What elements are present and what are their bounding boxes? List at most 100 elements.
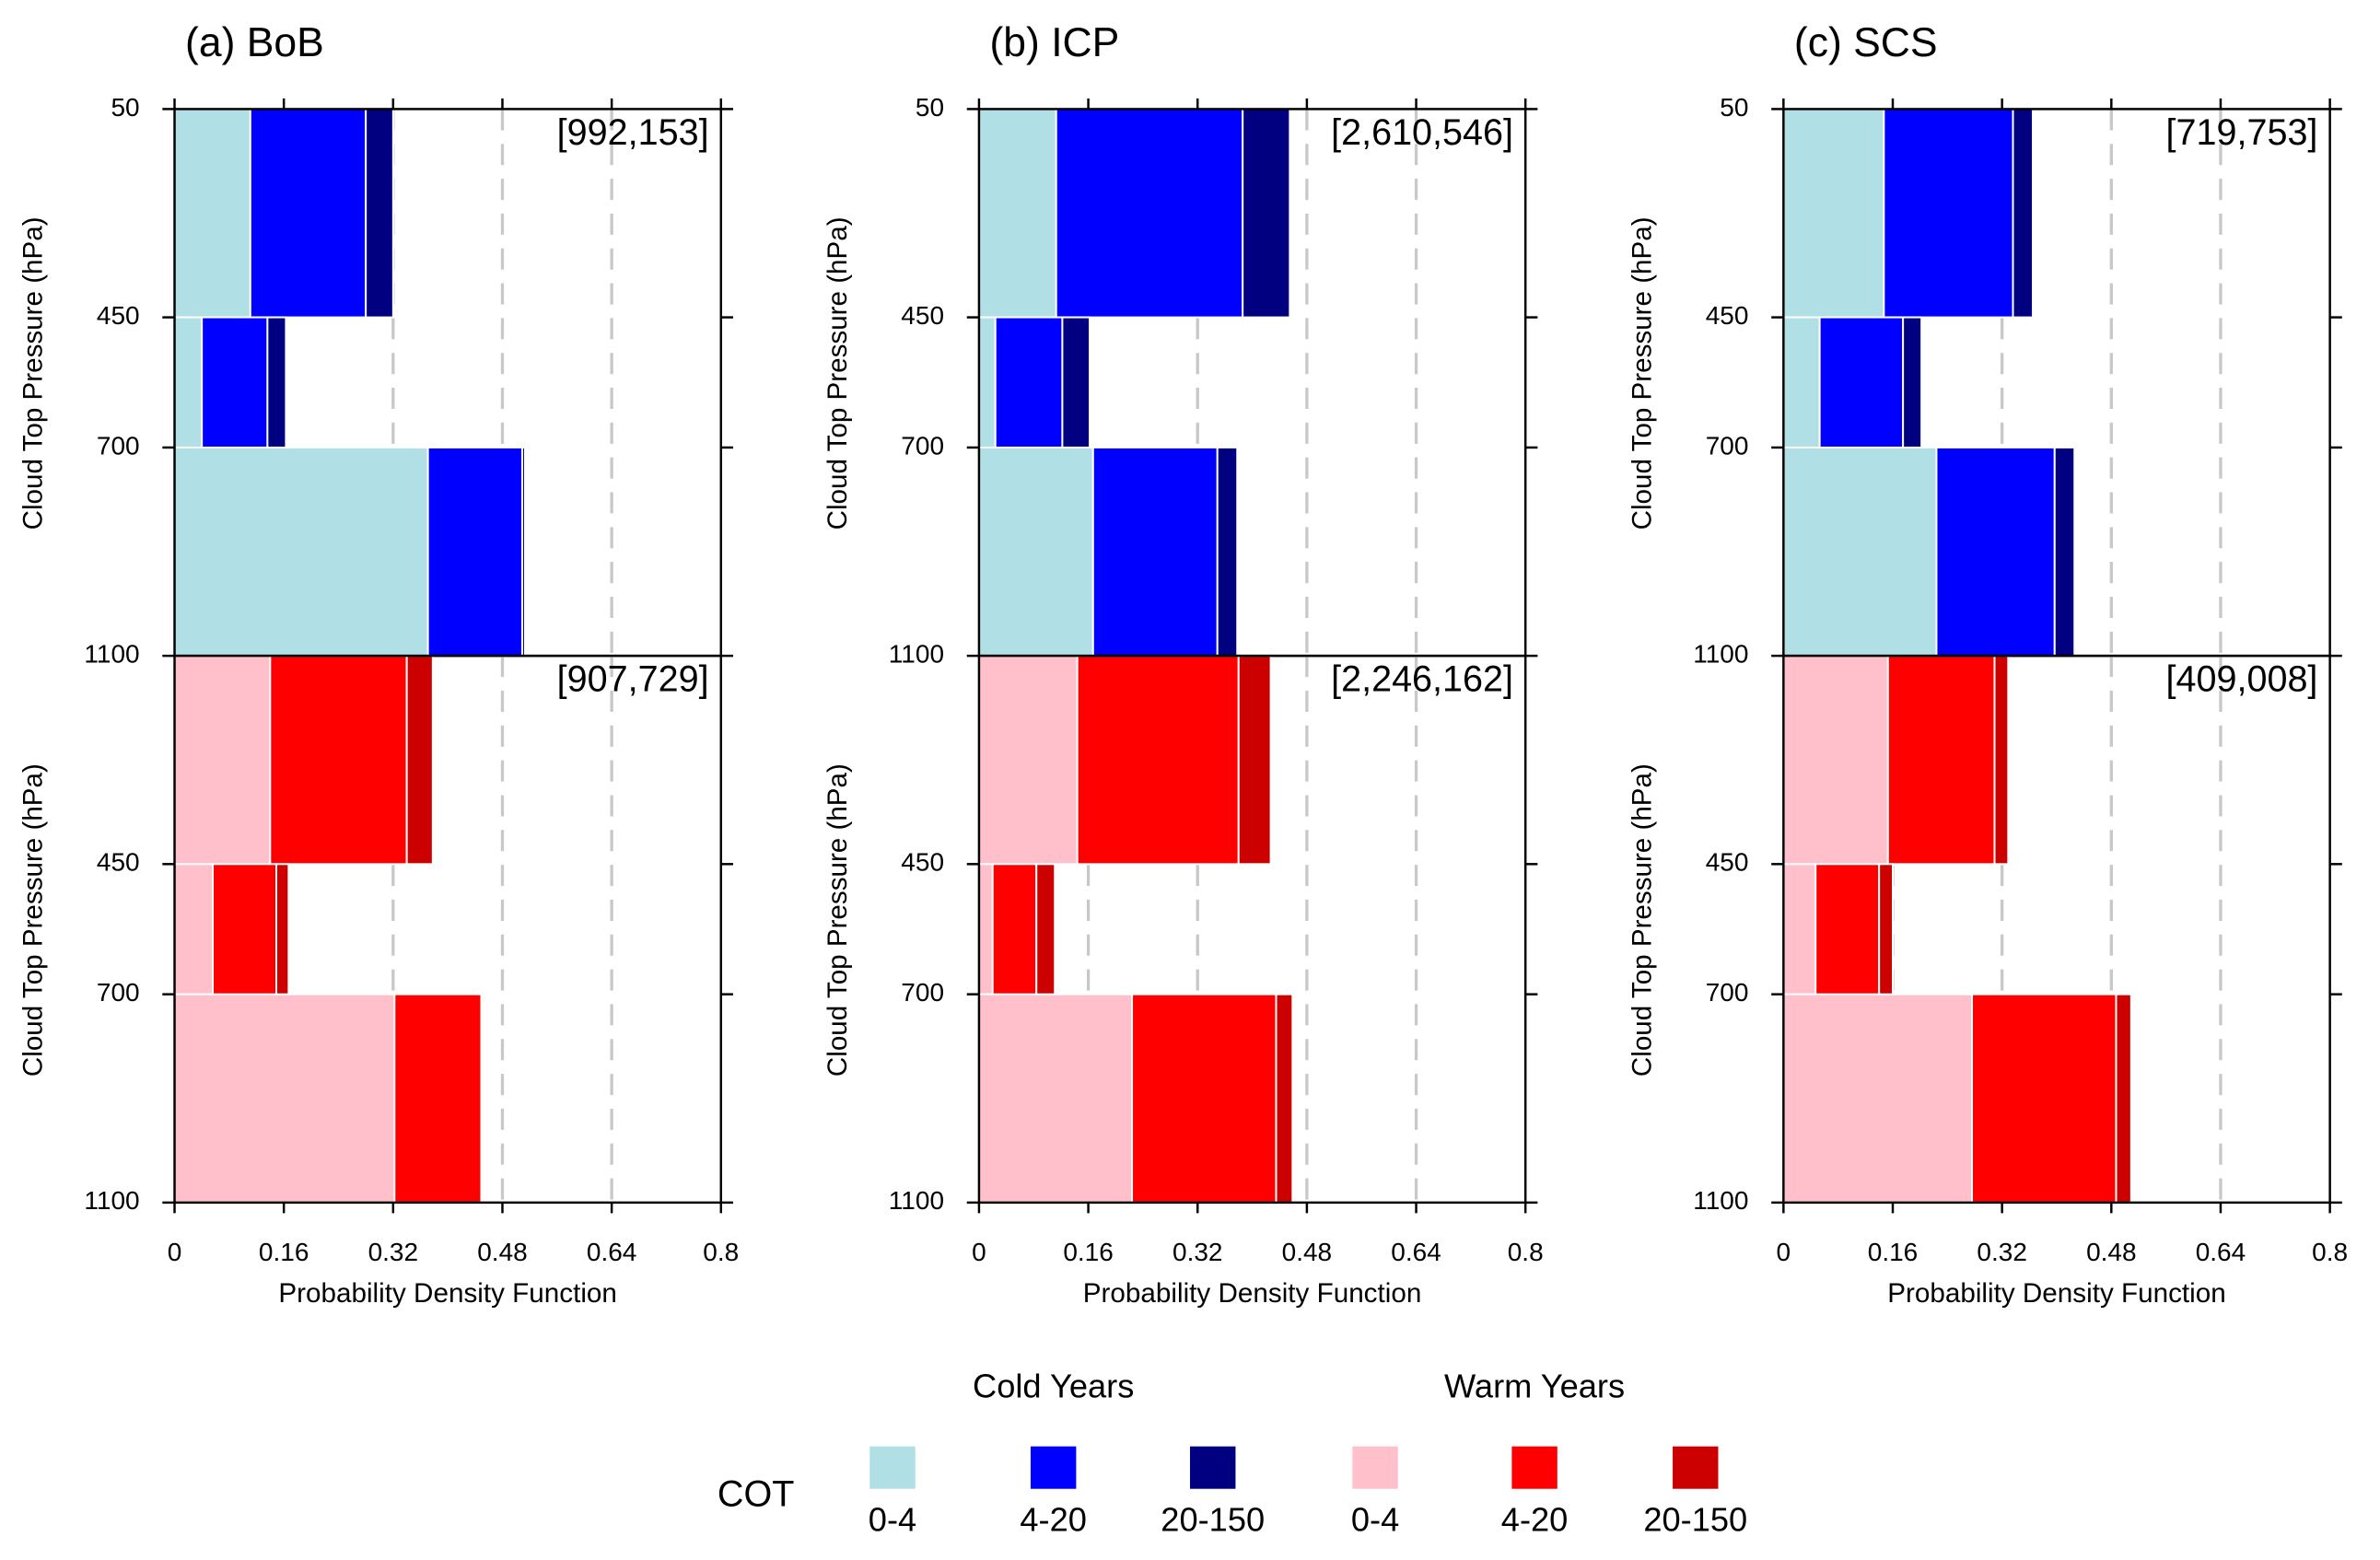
x-tick-label: 0.64: [2196, 1238, 2246, 1266]
legend-group: Warm Years: [1444, 1368, 1625, 1405]
x-tick-label: 0.48: [2086, 1238, 2136, 1266]
bar-segment: [480, 993, 484, 1204]
bar-segment: [405, 655, 434, 866]
bar-segment: [365, 108, 394, 319]
x-axis-label: Probability Density Function: [278, 1278, 617, 1309]
x-tick-label: 0.8: [1508, 1238, 1544, 1266]
x-axis-label: Probability Density Function: [1083, 1278, 1422, 1309]
bar-segment: [201, 316, 269, 448]
legend-swatch: [1511, 1446, 1558, 1489]
bar-segment: [249, 108, 368, 319]
y-tick-label: 1100: [1693, 640, 1748, 669]
bar-segment: [393, 993, 483, 1204]
x-tick-label: 0.8: [703, 1238, 739, 1266]
bar-segment: [977, 446, 1094, 658]
bar-segment: [1782, 993, 1974, 1204]
x-tick-label: 0: [168, 1238, 182, 1266]
plot-frame: [173, 654, 723, 1205]
bar-segment: [2012, 108, 2035, 319]
y-tick-label: 50: [111, 93, 139, 122]
y-tick-label: 700: [97, 978, 140, 1007]
annotation: [992,153]: [557, 112, 709, 153]
bar-segment: [1782, 863, 1817, 995]
x-tick-label: 0: [972, 1238, 986, 1266]
bar-segment: [991, 863, 1038, 995]
bar-segment: [1091, 446, 1219, 658]
bar-segment: [1935, 446, 2056, 658]
y-axis-label: Cloud Top Pressure (hPa): [18, 216, 49, 530]
bar-segment: [173, 316, 204, 448]
y-axis-label: Cloud Top Pressure (hPa): [822, 216, 853, 530]
bar-segment: [269, 655, 408, 866]
y-axis-label: Cloud Top Pressure (hPa): [1628, 763, 1658, 1077]
panel-title: (c) SCS: [1794, 20, 1938, 65]
y-tick-label: 50: [1720, 93, 1748, 122]
bar-segment: [1242, 108, 1291, 319]
plot-frame: [1782, 654, 2331, 1205]
annotation: [719,753]: [2166, 112, 2318, 153]
y-tick-label: 1100: [1693, 1186, 1748, 1215]
y-tick-label: 700: [1706, 978, 1749, 1007]
y-tick-label: 700: [97, 431, 140, 460]
x-tick-label: 0.64: [1391, 1238, 1441, 1266]
bar-segment: [1878, 863, 1894, 995]
x-tick-label: 0.16: [1868, 1238, 1918, 1266]
bar-segment: [173, 863, 215, 995]
bar-segment: [1782, 316, 1821, 448]
panel-title: (b) ICP: [989, 20, 1119, 65]
y-axis-label: Cloud Top Pressure (hPa): [822, 763, 853, 1077]
x-tick-label: 0.32: [1977, 1238, 2026, 1266]
y-tick-label: 450: [901, 848, 944, 877]
bar-segment: [1076, 655, 1240, 866]
bar-segment: [212, 863, 277, 995]
bar-segment: [2053, 446, 2076, 658]
legend-swatch: [869, 1446, 916, 1489]
x-tick-label: 0.16: [259, 1238, 309, 1266]
legend-label: 20-150: [1643, 1500, 1747, 1538]
y-tick-label: 450: [1706, 301, 1749, 330]
x-tick-label: 0.16: [1063, 1238, 1113, 1266]
x-tick-label: 0: [1777, 1238, 1791, 1266]
bar-segment: [173, 655, 272, 866]
bar-segment: [1993, 655, 2010, 866]
y-axis-label: Cloud Top Pressure (hPa): [18, 763, 49, 1077]
bar-segment: [1216, 446, 1239, 658]
y-tick-label: 1100: [889, 1186, 944, 1215]
y-tick-label: 450: [1706, 848, 1749, 877]
legend-swatch: [1673, 1446, 1719, 1489]
x-tick-label: 0.48: [477, 1238, 527, 1266]
bar-segment: [173, 993, 396, 1204]
bar-segment: [977, 108, 1057, 319]
x-tick-label: 0.32: [368, 1238, 418, 1266]
bar-segment: [2115, 993, 2132, 1204]
legend-label: 4-20: [1501, 1500, 1569, 1538]
bar-segment: [520, 446, 526, 658]
y-tick-label: 50: [916, 93, 944, 122]
bar-segment: [1275, 993, 1294, 1204]
bar-segment: [173, 108, 251, 319]
annotation: [2,246,162]: [1331, 659, 1513, 700]
legend-label: 20-150: [1161, 1500, 1265, 1538]
legend-group: Cold Years: [973, 1368, 1134, 1405]
y-tick-label: 450: [901, 301, 944, 330]
bar-segment: [977, 316, 997, 448]
y-tick-label: 1100: [84, 1186, 139, 1215]
bar-segment: [1237, 655, 1272, 866]
bar-segment: [994, 316, 1064, 448]
bar-segment: [977, 655, 1079, 866]
x-tick-label: 0.8: [2312, 1238, 2348, 1266]
bar-segment: [1886, 655, 1996, 866]
y-axis-label: Cloud Top Pressure (hPa): [1628, 216, 1658, 530]
legend-title: COT: [718, 1473, 794, 1514]
annotation: [907,729]: [557, 659, 709, 700]
bar-segment: [1782, 655, 1889, 866]
y-tick-label: 450: [97, 848, 140, 877]
legend-swatch: [1190, 1446, 1236, 1489]
bar-segment: [1902, 316, 1923, 448]
bar-segment: [1782, 108, 1885, 319]
x-tick-label: 0.32: [1172, 1238, 1222, 1266]
y-tick-label: 700: [901, 978, 944, 1007]
y-tick-label: 1100: [889, 640, 944, 669]
bar-segment: [1131, 993, 1278, 1204]
